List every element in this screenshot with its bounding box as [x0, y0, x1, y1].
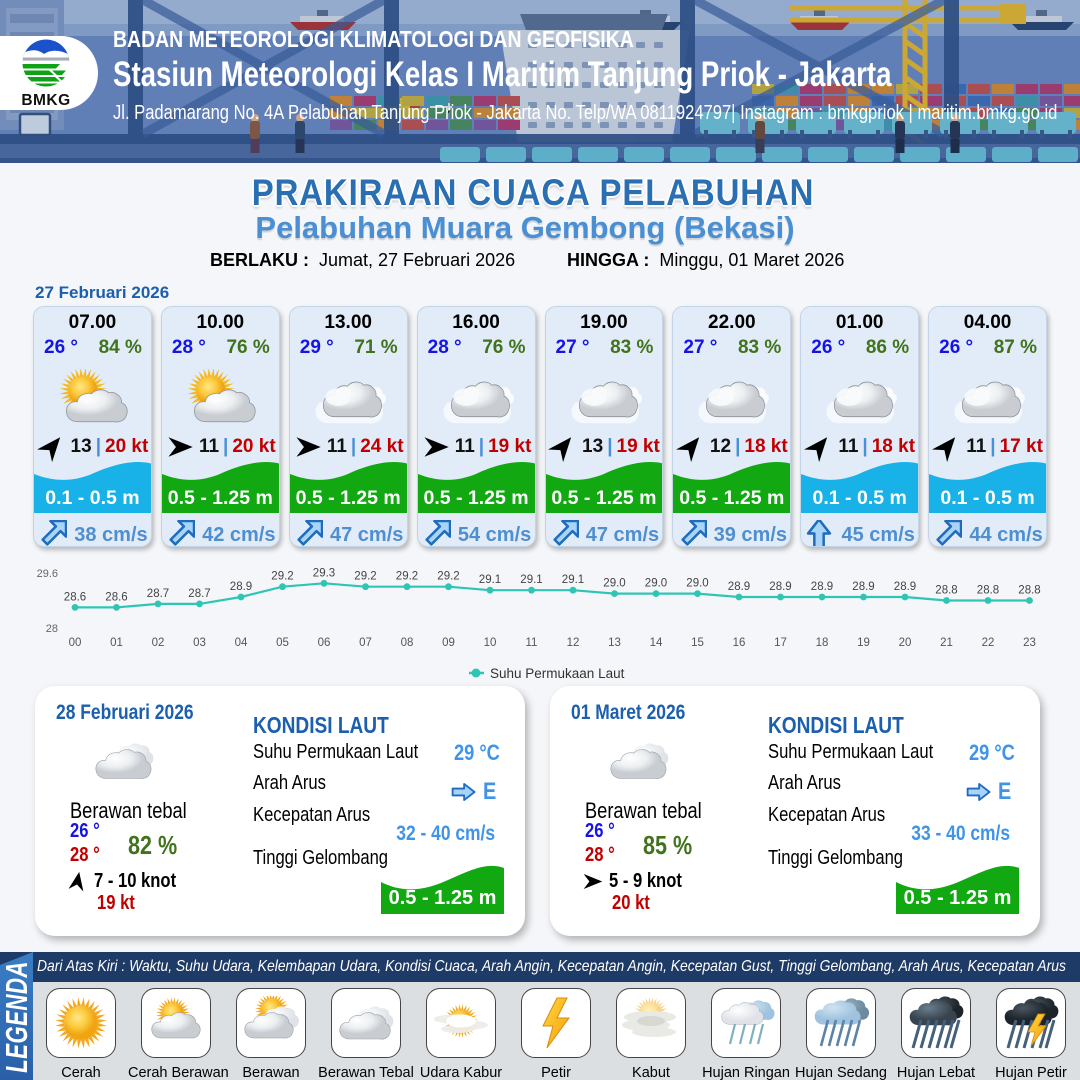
svg-text:28.9: 28.9 — [769, 581, 791, 593]
svg-text:00: 00 — [69, 637, 82, 649]
svg-text:28.7: 28.7 — [188, 588, 210, 600]
svg-text:20: 20 — [899, 637, 912, 649]
svg-text:29.1: 29.1 — [520, 574, 542, 586]
svg-text:29.2: 29.2 — [271, 571, 293, 583]
svg-text:21: 21 — [940, 637, 953, 649]
svg-text:29.0: 29.0 — [686, 578, 708, 590]
svg-text:29.1: 29.1 — [479, 574, 501, 586]
svg-text:14: 14 — [650, 637, 663, 649]
svg-text:19: 19 — [857, 637, 870, 649]
svg-text:28.9: 28.9 — [894, 581, 916, 593]
svg-text:01: 01 — [110, 637, 123, 649]
svg-text:28.6: 28.6 — [105, 591, 127, 603]
svg-text:09: 09 — [442, 637, 455, 649]
svg-text:13: 13 — [608, 637, 621, 649]
svg-text:11: 11 — [526, 637, 538, 649]
svg-text:28.7: 28.7 — [147, 588, 169, 600]
svg-text:06: 06 — [318, 637, 331, 649]
svg-text:07: 07 — [359, 637, 372, 649]
svg-text:28.8: 28.8 — [977, 585, 999, 597]
svg-text:28.9: 28.9 — [852, 581, 874, 593]
svg-text:28.9: 28.9 — [230, 581, 252, 593]
svg-text:03: 03 — [193, 637, 206, 649]
svg-text:28.9: 28.9 — [728, 581, 750, 593]
svg-text:08: 08 — [401, 637, 414, 649]
svg-text:23: 23 — [1023, 637, 1036, 649]
svg-text:BMKG: BMKG — [21, 92, 70, 109]
svg-text:29.0: 29.0 — [603, 578, 625, 590]
svg-text:28.8: 28.8 — [1018, 585, 1040, 597]
svg-text:28.9: 28.9 — [811, 581, 833, 593]
svg-text:29.1: 29.1 — [562, 574, 584, 586]
svg-text:29.2: 29.2 — [437, 571, 459, 583]
svg-text:29.2: 29.2 — [396, 571, 418, 583]
svg-text:04: 04 — [235, 637, 248, 649]
svg-text:12: 12 — [567, 637, 580, 649]
svg-text:Suhu Permukaan Laut: Suhu Permukaan Laut — [490, 666, 625, 681]
svg-text:16: 16 — [733, 637, 746, 649]
svg-text:29.6: 29.6 — [37, 568, 58, 580]
svg-text:28.8: 28.8 — [935, 585, 957, 597]
svg-text:29.2: 29.2 — [354, 571, 376, 583]
svg-text:18: 18 — [816, 637, 829, 649]
svg-text:29.0: 29.0 — [645, 578, 667, 590]
svg-text:28: 28 — [46, 623, 58, 635]
svg-text:17: 17 — [774, 637, 787, 649]
svg-text:15: 15 — [691, 637, 704, 649]
svg-text:05: 05 — [276, 637, 289, 649]
svg-text:28.6: 28.6 — [64, 591, 86, 603]
svg-text:29.3: 29.3 — [313, 567, 335, 579]
svg-text:02: 02 — [152, 637, 165, 649]
svg-text:22: 22 — [982, 637, 995, 649]
svg-text:10: 10 — [484, 637, 497, 649]
